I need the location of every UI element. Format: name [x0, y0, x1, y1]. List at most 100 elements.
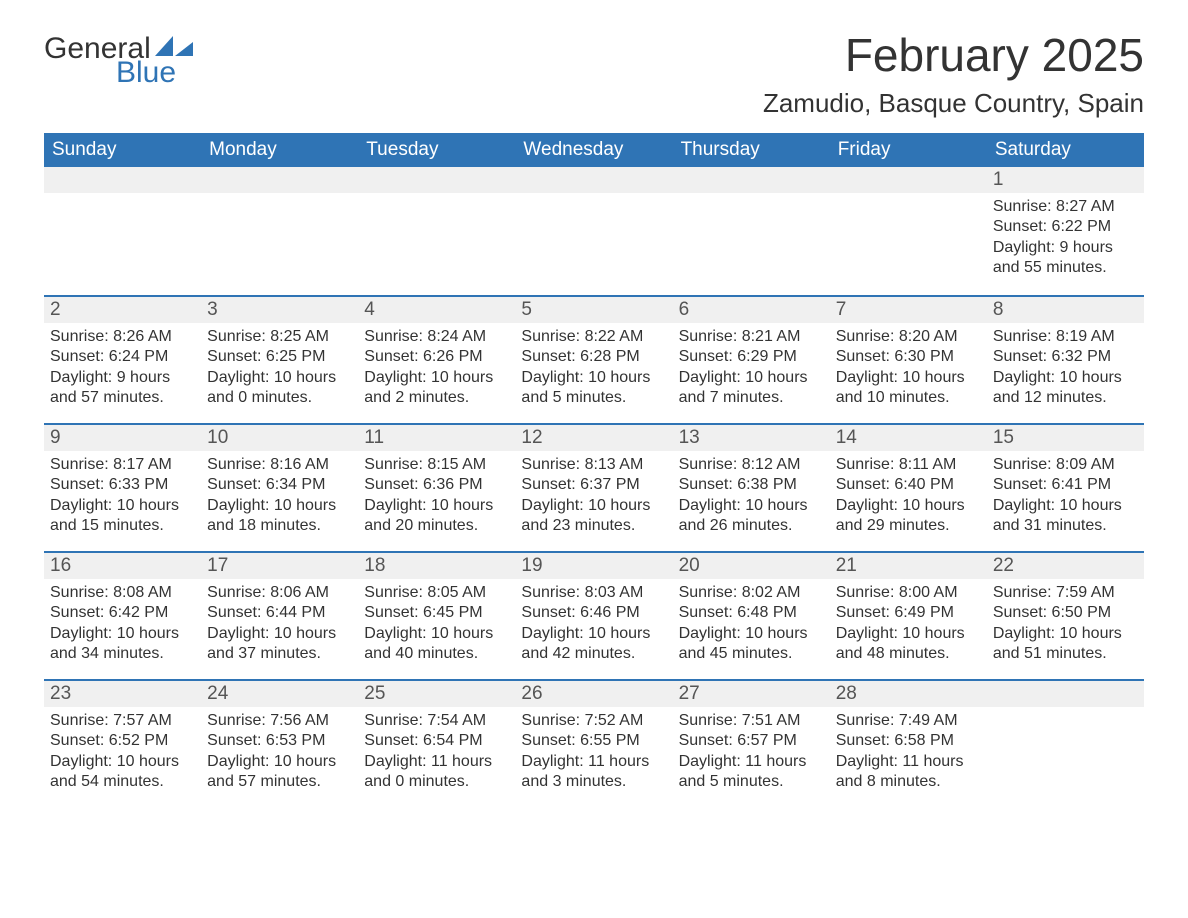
- day-header: Wednesday: [515, 133, 672, 167]
- logo-text-blue: Blue: [44, 58, 195, 88]
- day-cell: 7Sunrise: 8:20 AMSunset: 6:30 PMDaylight…: [830, 295, 987, 423]
- sunrise-line: Sunrise: 8:02 AM: [679, 583, 824, 603]
- sunset-line: Sunset: 6:50 PM: [993, 603, 1138, 623]
- day-number: 12: [515, 423, 672, 451]
- day-header: Friday: [830, 133, 987, 167]
- day-cell: 6Sunrise: 8:21 AMSunset: 6:29 PMDaylight…: [673, 295, 830, 423]
- day-cell: [201, 167, 358, 295]
- sunrise-line: Sunrise: 8:12 AM: [679, 455, 824, 475]
- day-cell: [44, 167, 201, 295]
- title-block: February 2025 Zamudio, Basque Country, S…: [763, 28, 1144, 127]
- sunset-line: Sunset: 6:49 PM: [836, 603, 981, 623]
- sunrise-line: Sunrise: 8:06 AM: [207, 583, 352, 603]
- daylight-line: Daylight: 10 hours and 51 minutes.: [993, 624, 1138, 665]
- day-number: 1: [987, 167, 1144, 193]
- sunrise-line: Sunrise: 8:03 AM: [521, 583, 666, 603]
- week-row: 2Sunrise: 8:26 AMSunset: 6:24 PMDaylight…: [44, 295, 1144, 423]
- day-number: 14: [830, 423, 987, 451]
- daylight-line: Daylight: 9 hours and 55 minutes.: [993, 238, 1138, 279]
- sunrise-line: Sunrise: 7:56 AM: [207, 711, 352, 731]
- day-number: 6: [673, 295, 830, 323]
- daylight-line: Daylight: 10 hours and 34 minutes.: [50, 624, 195, 665]
- day-number: 21: [830, 551, 987, 579]
- calendar-body: 1Sunrise: 8:27 AMSunset: 6:22 PMDaylight…: [44, 167, 1144, 807]
- daylight-line: Daylight: 10 hours and 26 minutes.: [679, 496, 824, 537]
- header: General Blue February 2025 Zamudio, Basq…: [44, 28, 1144, 127]
- daylight-line: Daylight: 10 hours and 0 minutes.: [207, 368, 352, 409]
- daylight-line: Daylight: 10 hours and 20 minutes.: [364, 496, 509, 537]
- month-title: February 2025: [763, 28, 1144, 82]
- sunset-line: Sunset: 6:55 PM: [521, 731, 666, 751]
- day-number: 8: [987, 295, 1144, 323]
- day-cell: 12 Sunrise: 8:13 AMSunset: 6:37 PMDayligh…: [515, 423, 672, 551]
- sunset-line: Sunset: 6:48 PM: [679, 603, 824, 623]
- day-cell: 17Sunrise: 8:06 AMSunset: 6:44 PMDayligh…: [201, 551, 358, 679]
- day-number: [201, 167, 358, 193]
- sunset-line: Sunset: 6:42 PM: [50, 603, 195, 623]
- sunset-line: Sunset: 6:54 PM: [364, 731, 509, 751]
- sunrise-line: Sunrise: 8:13 AM: [521, 455, 666, 475]
- sunset-line: Sunset: 6:52 PM: [50, 731, 195, 751]
- day-cell: 8Sunrise: 8:19 AMSunset: 6:32 PMDaylight…: [987, 295, 1144, 423]
- week-row: 1 Sunrise: 8:27 AMSunset: 6:22 PMDaylight…: [44, 167, 1144, 295]
- sunrise-line: Sunrise: 7:57 AM: [50, 711, 195, 731]
- day-cell: 20Sunrise: 8:02 AMSunset: 6:48 PMDayligh…: [673, 551, 830, 679]
- sunrise-line: Sunrise: 8:09 AM: [993, 455, 1138, 475]
- sunrise-line: Sunrise: 8:05 AM: [364, 583, 509, 603]
- sunset-line: Sunset: 6:46 PM: [521, 603, 666, 623]
- day-cell: 26Sunrise: 7:52 AMSunset: 6:55 PMDayligh…: [515, 679, 672, 807]
- day-number: 5: [515, 295, 672, 323]
- day-header: Thursday: [673, 133, 830, 167]
- day-cell: 13Sunrise: 8:12 AMSunset: 6:38 PMDayligh…: [673, 423, 830, 551]
- day-number: 15: [987, 423, 1144, 451]
- day-header: Tuesday: [358, 133, 515, 167]
- sunset-line: Sunset: 6:37 PM: [521, 475, 666, 495]
- sunset-line: Sunset: 6:28 PM: [521, 347, 666, 367]
- sunset-line: Sunset: 6:22 PM: [993, 217, 1138, 237]
- sunset-line: Sunset: 6:45 PM: [364, 603, 509, 623]
- sunset-line: Sunset: 6:29 PM: [679, 347, 824, 367]
- sunrise-line: Sunrise: 8:20 AM: [836, 327, 981, 347]
- day-cell: [830, 167, 987, 295]
- sunset-line: Sunset: 6:57 PM: [679, 731, 824, 751]
- day-number: 18: [358, 551, 515, 579]
- day-cell: 21Sunrise: 8:00 AMSunset: 6:49 PMDayligh…: [830, 551, 987, 679]
- day-header: Monday: [201, 133, 358, 167]
- day-number: [987, 679, 1144, 707]
- daylight-line: Daylight: 10 hours and 23 minutes.: [521, 496, 666, 537]
- sunrise-line: Sunrise: 8:15 AM: [364, 455, 509, 475]
- day-cell: 4Sunrise: 8:24 AMSunset: 6:26 PMDaylight…: [358, 295, 515, 423]
- sunrise-line: Sunrise: 7:59 AM: [993, 583, 1138, 603]
- daylight-line: Daylight: 10 hours and 2 minutes.: [364, 368, 509, 409]
- daylight-line: Daylight: 11 hours and 5 minutes.: [679, 752, 824, 793]
- sunset-line: Sunset: 6:24 PM: [50, 347, 195, 367]
- day-cell: 5Sunrise: 8:22 AMSunset: 6:28 PMDaylight…: [515, 295, 672, 423]
- daylight-line: Daylight: 10 hours and 37 minutes.: [207, 624, 352, 665]
- day-header: Sunday: [44, 133, 201, 167]
- sunset-line: Sunset: 6:33 PM: [50, 475, 195, 495]
- daylight-line: Daylight: 10 hours and 48 minutes.: [836, 624, 981, 665]
- day-number: 16: [44, 551, 201, 579]
- daylight-line: Daylight: 10 hours and 12 minutes.: [993, 368, 1138, 409]
- day-cell: 14Sunrise: 8:11 AMSunset: 6:40 PMDayligh…: [830, 423, 987, 551]
- sunset-line: Sunset: 6:38 PM: [679, 475, 824, 495]
- sunrise-line: Sunrise: 8:27 AM: [993, 197, 1138, 217]
- daylight-line: Daylight: 10 hours and 40 minutes.: [364, 624, 509, 665]
- day-number: 7: [830, 295, 987, 323]
- day-number: 28: [830, 679, 987, 707]
- day-number: 17: [201, 551, 358, 579]
- daylight-line: Daylight: 10 hours and 5 minutes.: [521, 368, 666, 409]
- day-cell: 19Sunrise: 8:03 AMSunset: 6:46 PMDayligh…: [515, 551, 672, 679]
- sunrise-line: Sunrise: 7:51 AM: [679, 711, 824, 731]
- day-number: 4: [358, 295, 515, 323]
- sunset-line: Sunset: 6:36 PM: [364, 475, 509, 495]
- daylight-line: Daylight: 10 hours and 42 minutes.: [521, 624, 666, 665]
- sunrise-line: Sunrise: 7:49 AM: [836, 711, 981, 731]
- sunrise-line: Sunrise: 8:16 AM: [207, 455, 352, 475]
- day-cell: 23Sunrise: 7:57 AMSunset: 6:52 PMDayligh…: [44, 679, 201, 807]
- logo: General Blue: [44, 28, 195, 88]
- sunset-line: Sunset: 6:34 PM: [207, 475, 352, 495]
- day-cell: [515, 167, 672, 295]
- daylight-line: Daylight: 10 hours and 10 minutes.: [836, 368, 981, 409]
- day-cell: [987, 679, 1144, 807]
